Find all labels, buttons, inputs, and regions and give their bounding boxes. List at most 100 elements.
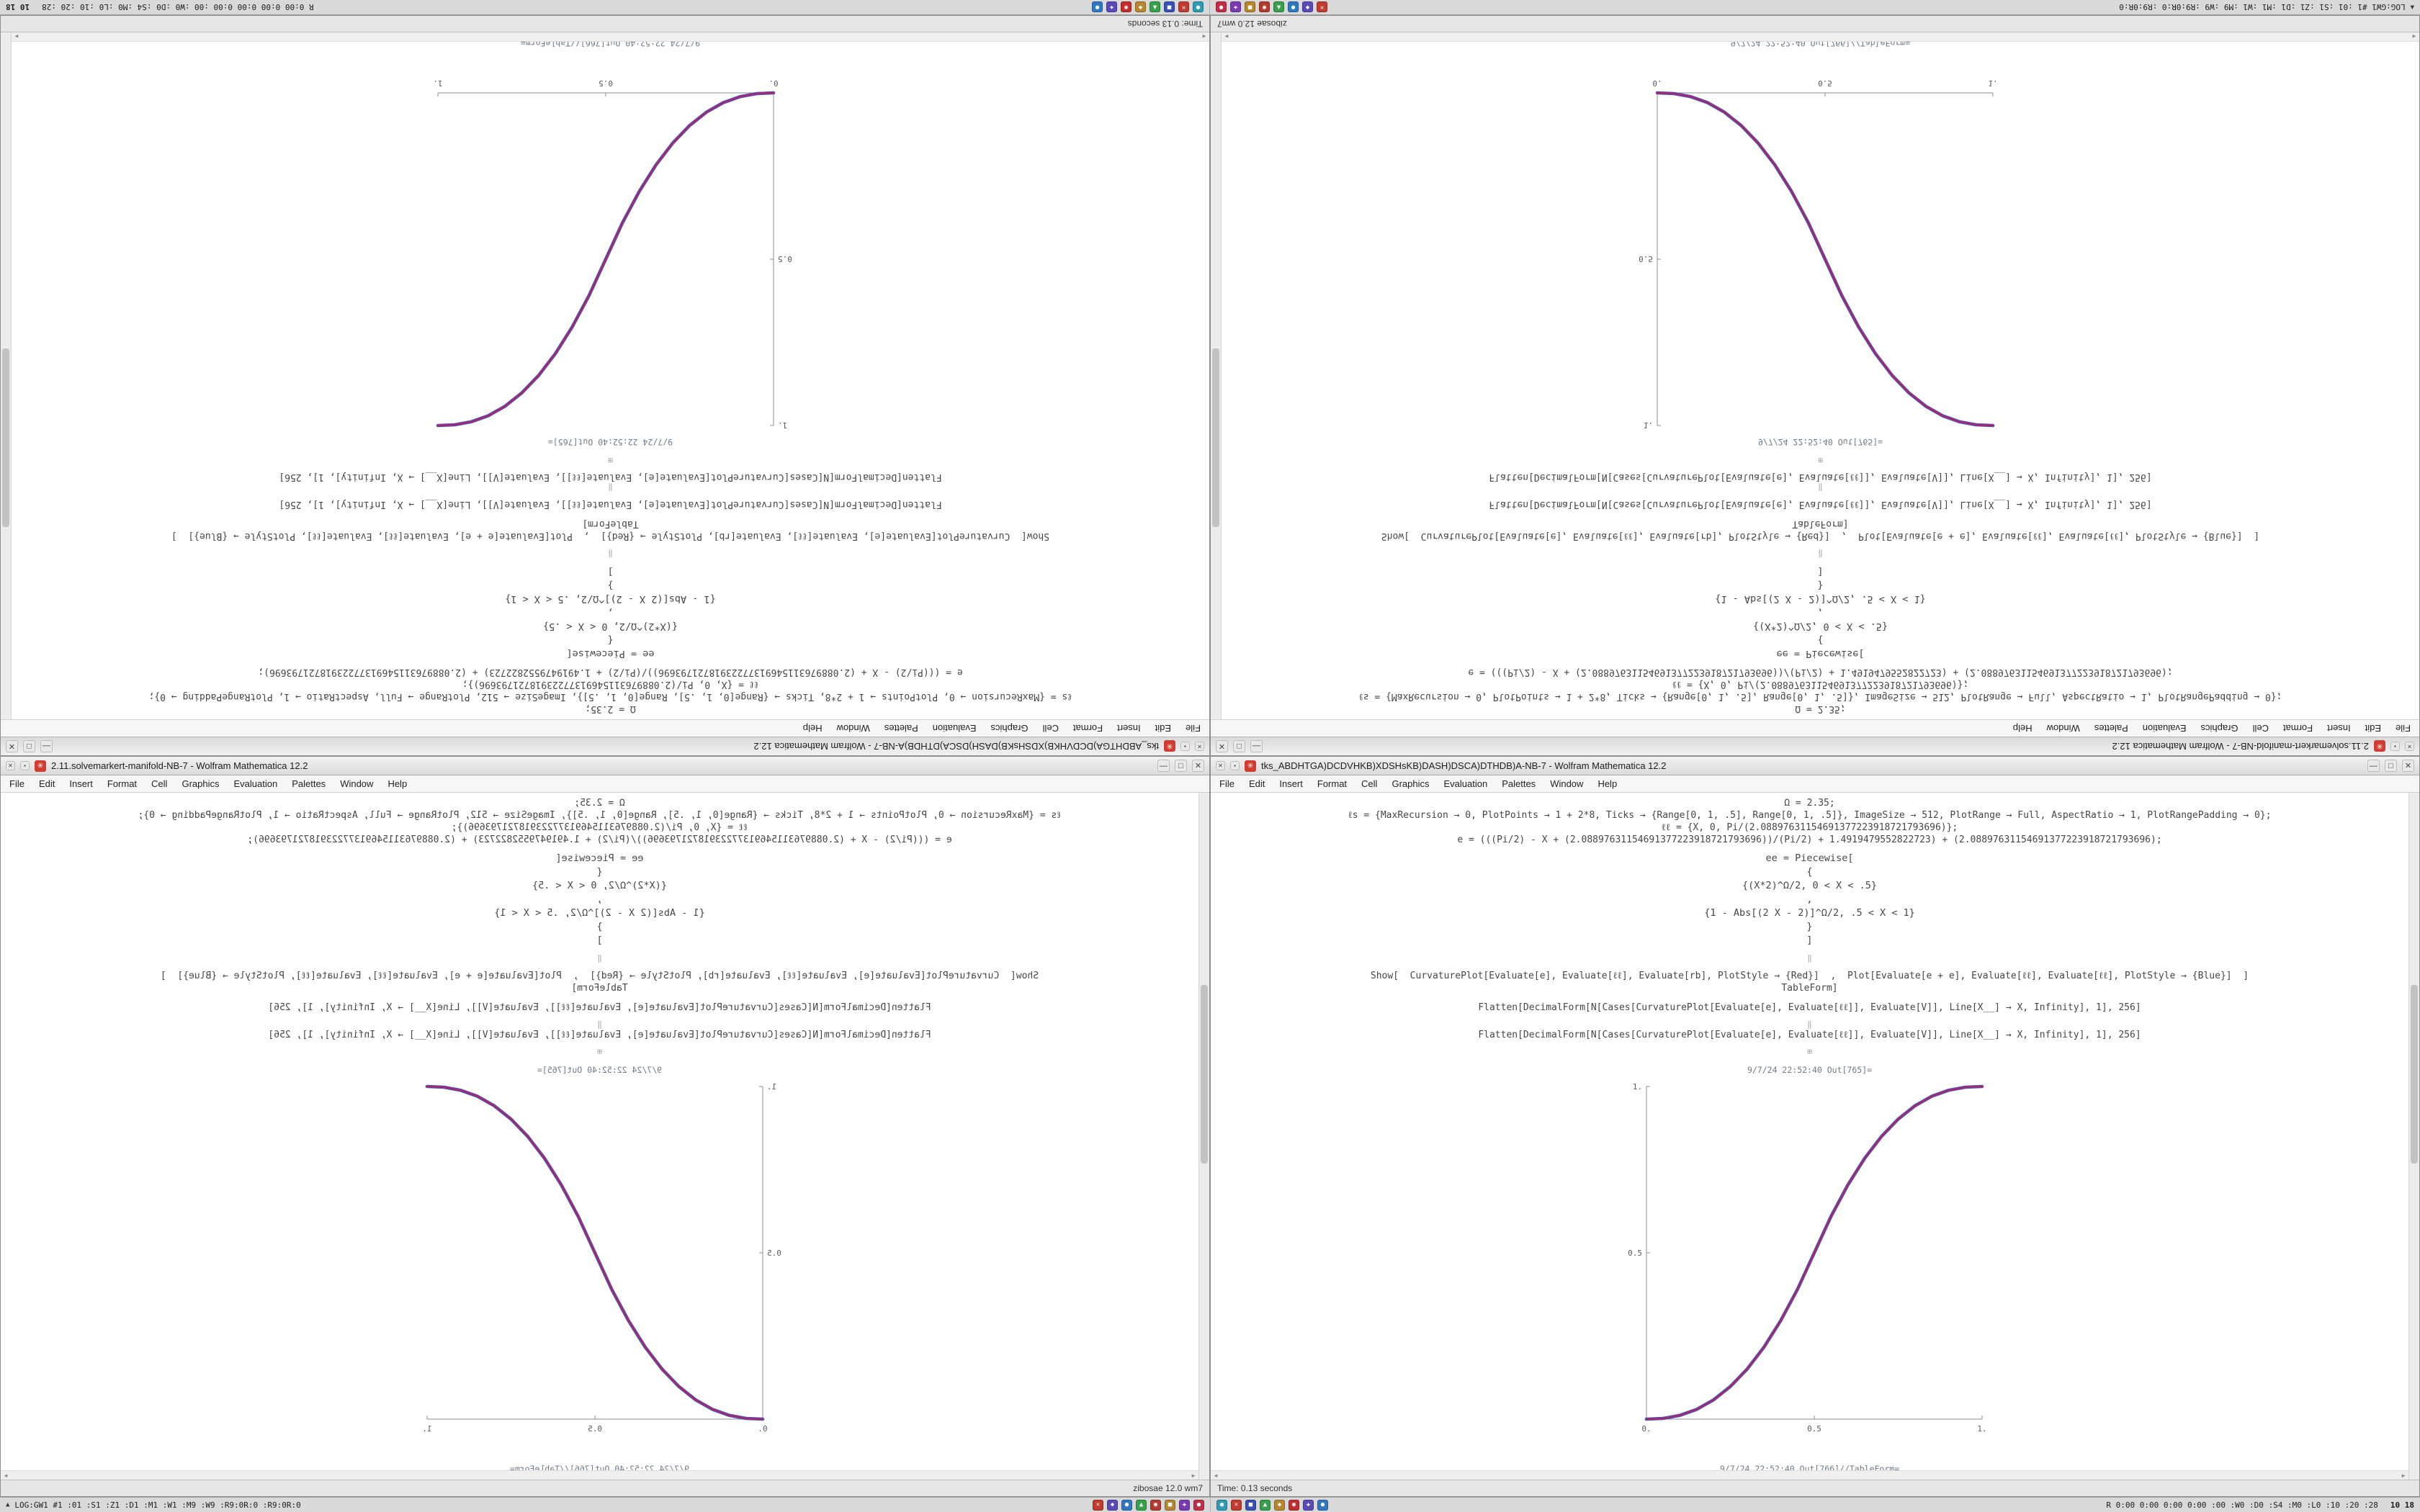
menu-graphics[interactable]: Graphics [990,723,1028,734]
scroll-left-icon[interactable]: ◄ [2411,33,2417,40]
code-line[interactable]: {1 - Abs[(2 X - 2)]^Ω/2, .5 < X < 1} [494,907,705,919]
code-line[interactable]: } [607,580,614,591]
tray-icon[interactable]: ▲ [1273,1,1284,13]
output-plot-765[interactable]: 0. 0.5 1. 0.5 1. [423,61,799,431]
code-line[interactable]: Flatten[DecimalForm[N[Cases[CurvaturePlo… [1489,499,2152,510]
code-line[interactable]: ℓℓ = {X, 0, Pi/(2.0889763115469137722391… [1661,822,1958,833]
tray-icon[interactable]: ■ [1165,1499,1175,1511]
code-line[interactable]: e = (((Pi/2) - X + (2.088976311546913772… [258,667,963,678]
scrollbar-thumb[interactable] [1201,985,1208,1164]
titlebar[interactable]: ✕ ▪ ✳ 2.11.solvemarkert-manifold-NB-7 - … [1211,737,2419,755]
tray-icon[interactable]: ▲ [1136,1499,1147,1511]
menu-edit[interactable]: Edit [1248,778,1265,789]
code-line[interactable]: Flatten[DecimalForm[N[Cases[CurvaturePlo… [1489,472,2152,482]
menu-format[interactable]: Format [1317,778,1348,789]
minimize-button[interactable]: — [1250,740,1263,752]
menu-insert[interactable]: Insert [69,778,93,789]
code-line[interactable]: ] [607,566,614,577]
input-cell-flatten[interactable]: Flatten[DecimalForm[N[Cases[CurvaturePlo… [1478,1002,2141,1041]
menu-palettes[interactable]: Palettes [1502,778,1536,789]
maximize-button[interactable]: □ [1175,760,1187,772]
close-icon[interactable]: ✕ [1216,761,1225,770]
input-cell-assignments[interactable]: Ω = 2.35; ℓs = {MaxRecursion → 0, PlotPo… [138,797,1062,846]
tray-icon[interactable]: ● [1092,1,1103,13]
menu-file[interactable]: File [1186,723,1201,734]
tray-icon[interactable]: ● [1216,1,1227,13]
menu-edit[interactable]: Edit [1155,723,1172,734]
code-line[interactable]: } [1806,921,1813,932]
code-line[interactable]: , [596,894,603,905]
scroll-left-icon[interactable]: ◄ [1213,1472,1219,1479]
code-line[interactable]: ℓs = {MaxRecursion → 0, PlotPoints → 1 +… [138,810,1062,821]
code-line[interactable]: , [607,607,614,618]
menu-evaluation[interactable]: Evaluation [2142,723,2187,734]
input-cell-show[interactable]: Show[ CurvaturePlot[Evaluate[e], Evaluat… [161,970,1039,994]
code-line[interactable]: ] [1817,566,1824,577]
expand-arrow-icon[interactable]: ▲ [6,1501,10,1508]
menu-cell[interactable]: Cell [151,778,168,789]
tray-icon[interactable]: ◉ [1259,1,1270,13]
expand-arrow-icon[interactable]: ▲ [2410,4,2414,11]
scroll-right-icon[interactable]: ► [1224,33,1229,40]
code-line[interactable]: Ω = 2.35; [1795,703,1846,714]
code-line[interactable]: Show[ CurvaturePlot[Evaluate[e], Evaluat… [1381,531,2260,541]
shade-icon[interactable]: ▪ [1230,761,1240,770]
horizontal-scrollbar[interactable]: ◄ ► [1222,32,2419,42]
code-line[interactable]: ℓs = {MaxRecursion → 0, PlotPoints → 1 +… [1358,691,2282,702]
menu-insert[interactable]: Insert [1279,778,1303,789]
input-cell-show[interactable]: Show[ CurvaturePlot[Evaluate[e], Evaluat… [1371,970,2249,994]
menu-help[interactable]: Help [1597,778,1618,789]
tray-icon[interactable]: ✕ [1178,1,1189,13]
menu-help[interactable]: Help [802,723,823,734]
minimize-button[interactable]: — [1157,760,1170,772]
code-line[interactable]: TableForm] [571,983,628,994]
menu-format[interactable]: Format [1072,723,1103,734]
code-line[interactable]: Ω = 2.35; [574,798,625,809]
input-cell-piecewise[interactable]: ee = Piecewise[ { {(X*2)^Ω/2, 0 < X < .5… [505,564,716,660]
code-line[interactable]: ℓℓ = {X, 0, Pi/(2.0889763115469137722391… [462,679,759,690]
horizontal-scrollbar[interactable]: ◄ ► [1,1470,1198,1480]
tray-icon[interactable]: ◆ [1135,1,1146,13]
code-line[interactable]: ee = Piecewise[ [555,852,644,864]
tray-icon[interactable]: ● [1216,1499,1227,1511]
output-plot-765[interactable]: 0. 0.5 1. 0.5 1. [1633,61,2009,431]
titlebar[interactable]: ✕ ▪ ✳ tks_ABDHTGA)DCDVHKB)XDSHsKB)DASH)D… [1211,757,2419,775]
menu-cell[interactable]: Cell [1042,723,1059,734]
output-plot-765[interactable]: 0. 0.5 1. 0.5 1. [1622,1081,1998,1451]
menu-help[interactable]: Help [2012,723,2033,734]
tray-icon[interactable]: ✚ [1106,1,1117,13]
menu-cell[interactable]: Cell [2252,723,2269,734]
tray-icon[interactable]: ▲ [1260,1499,1270,1511]
code-line[interactable]: {(X*2)^Ω/2, 0 < X < .5} [532,880,667,891]
menu-palettes[interactable]: Palettes [884,723,918,734]
tray-icon[interactable]: ◆ [1107,1499,1118,1511]
code-line[interactable]: , [1806,894,1813,905]
vertical-scrollbar[interactable] [1,32,12,719]
tray-icon[interactable]: ● [1288,1,1299,13]
titlebar[interactable]: ✕ ▪ ✳ 2.11.solvemarkert-manifold-NB-7 - … [1,757,1209,775]
input-cell-piecewise[interactable]: ee = Piecewise[ { {(X*2)^Ω/2, 0 < X < .5… [1704,852,1915,948]
menu-graphics[interactable]: Graphics [2200,723,2238,734]
code-line[interactable]: {(X*2)^Ω/2, 0 < X < .5} [1753,621,1888,632]
code-line[interactable]: ee = Piecewise[ [1765,852,1854,864]
menu-window[interactable]: Window [340,778,374,789]
tray-icon[interactable]: ● [1317,1499,1328,1511]
code-line[interactable]: { [596,866,603,878]
menu-format[interactable]: Format [107,778,138,789]
tray-icon[interactable]: ✚ [1179,1499,1190,1511]
code-line[interactable]: Show[ CurvaturePlot[Evaluate[e], Evaluat… [171,531,1050,541]
close-icon[interactable]: ✕ [6,761,15,770]
tray-icon[interactable]: ■ [1164,1,1175,13]
input-cell-show[interactable]: Show[ CurvaturePlot[Evaluate[e], Evaluat… [1381,518,2259,542]
code-line[interactable]: ee = Piecewise[ [1776,648,1865,660]
code-line[interactable]: Flatten[DecimalForm[N[Cases[CurvaturePlo… [268,1030,931,1040]
code-line[interactable]: , [1817,607,1824,618]
horizontal-scrollbar[interactable]: ◄ ► [12,32,1209,42]
menu-insert[interactable]: Insert [1117,723,1141,734]
code-line[interactable]: } [596,921,603,932]
menu-edit[interactable]: Edit [2365,723,2382,734]
tray-icon[interactable]: ■ [1245,1,1255,13]
tray-icon[interactable]: ✚ [1303,1499,1314,1511]
tray-icon[interactable]: ◆ [1302,1,1313,13]
vertical-scrollbar[interactable] [1198,793,1209,1480]
